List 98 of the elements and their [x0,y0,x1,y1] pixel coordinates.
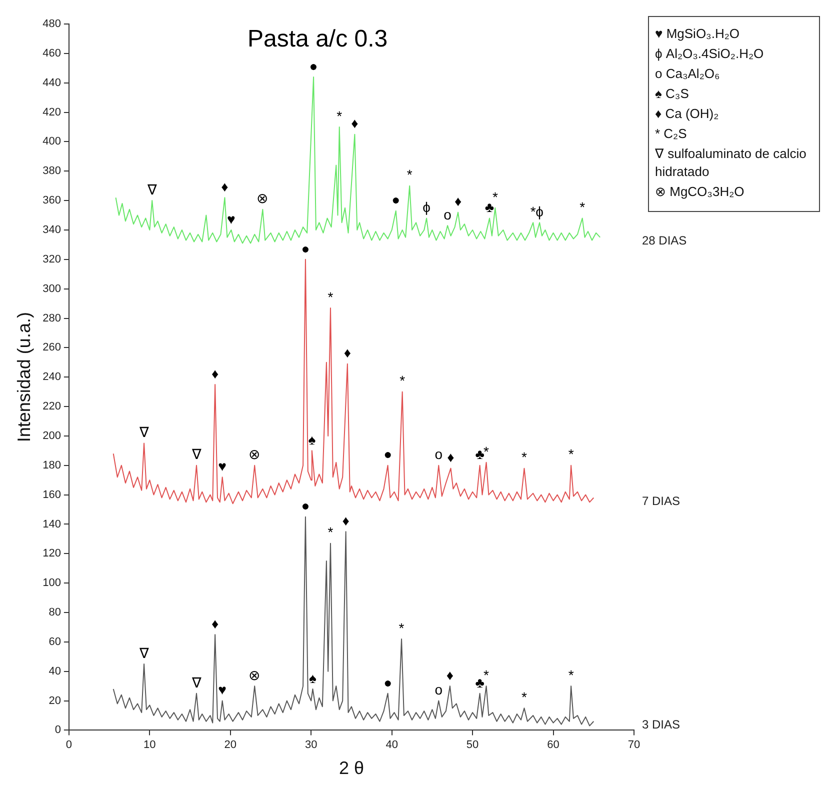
x-tick-label: 70 [628,738,640,751]
y-tick-label: 460 [42,47,61,60]
y-tick-label: 480 [42,18,61,30]
y-tick-label: 120 [42,548,61,560]
annotation: ⊗ [256,190,269,206]
annotation: ∇ [190,446,202,462]
y-tick-label: 440 [42,76,61,89]
text: * C₂S [655,125,688,143]
y-tick-label: 60 [48,636,61,648]
annotation: * [568,446,574,462]
annotation: * [530,203,536,220]
y-tick-label: 240 [42,371,61,384]
annotation: ⊗ [248,666,261,683]
y-tick-label: 160 [42,488,61,501]
y-tick-label: 180 [42,459,61,472]
x-axis-title: 2 θ [338,758,364,778]
text: ϕ Al₂O₃.4SiO₂.H₂O [655,45,765,63]
annotation: ∇ [138,644,150,661]
annotation: ♦ [221,178,228,194]
text: 3 DIAS [642,718,680,732]
x-tick-label: 30 [304,738,318,751]
annotation: ♦ [454,193,462,210]
y-tick-label: 280 [42,312,61,324]
y-tick-label: 200 [42,430,61,442]
annotation: * [484,666,490,683]
x-tick-label: 50 [466,738,479,751]
y-tick-label: 220 [42,400,61,413]
annotation: o [434,682,443,698]
annotation: ♦ [351,115,358,132]
text: o Ca₃Al₂O₆ [655,65,721,83]
annotation: ♦ [447,449,454,466]
annotation: ♦ [446,666,454,683]
annotation: ● [392,192,400,208]
annotation: ♠ [309,670,318,686]
text: ⊗ MgCO₃3H₂O [655,183,746,201]
annotation: ♥ [218,458,226,474]
x-tick-label: 20 [224,738,237,751]
annotation: ♣ [484,199,494,216]
annotation: ♣ [475,674,484,690]
annotation: * [492,188,498,205]
y-tick-label: 340 [42,224,61,236]
text: 28 DIAS [642,234,687,248]
annotation: ♥ [227,210,236,227]
y-tick-label: 420 [42,106,61,118]
text: ♠ C₃S [655,85,690,103]
annotation: ♥ [218,682,226,698]
y-tick-label: 360 [42,194,61,207]
y-tick-label: 400 [42,136,61,148]
annotation: * [521,688,528,705]
annotation: * [328,524,334,540]
y-tick-label: 300 [42,282,61,295]
chart-title: Pasta a/c 0.3 [248,26,388,53]
annotation: * [328,288,334,305]
annotation: * [568,666,574,683]
y-axis-title: Intensidad (u.a.) [14,312,34,442]
annotation: * [580,199,586,216]
annotation: * [398,620,405,636]
text: 7 DIAS [642,494,680,508]
annotation: ● [301,240,310,256]
y-tick-label: 140 [42,518,61,530]
text: ∇ sulfoaluminato de calcio hidratado [655,145,808,181]
annotation: * [521,449,528,466]
annotation: ♦ [211,615,219,632]
y-tick-label: 260 [42,342,61,354]
annotation: * [484,443,490,460]
y-tick-label: 320 [42,253,61,266]
annotation: ♦ [342,512,350,528]
annotation: * [406,166,413,183]
annotation: ϕ [536,203,544,220]
annotation: ♦ [344,344,352,361]
annotation: ● [384,446,392,462]
x-tick-label: 10 [144,738,156,751]
y-tick-label: 100 [42,577,61,590]
annotation: * [336,108,343,124]
annotation: ♠ [308,432,316,448]
y-tick-label: 40 [48,665,61,678]
annotation: ● [309,58,318,74]
y-tick-label: 0 [54,724,61,736]
annotation: ● [301,498,310,514]
y-tick-label: 380 [42,165,61,178]
annotation: ϕ [422,199,431,216]
annotation: ⊗ [248,446,261,462]
annotation: ∇ [146,181,158,198]
x-tick-label: 60 [547,738,560,751]
annotation: ∇ [190,674,202,690]
annotation: ● [384,674,392,690]
y-tick-label: 80 [48,606,61,619]
y-tick-label: 20 [48,694,61,707]
x-tick-label: 0 [66,738,72,751]
text: ♥ MgSiO₃.H₂O [655,25,741,43]
annotation: o [434,446,443,462]
x-tick-label: 40 [386,738,398,751]
text: ♦ Ca (OH)₂ [655,105,720,123]
annotation: ♣ [475,446,484,462]
annotation: ♦ [211,365,219,382]
annotation: o [444,206,452,222]
annotation: ∇ [138,424,150,440]
annotation: * [400,372,406,389]
